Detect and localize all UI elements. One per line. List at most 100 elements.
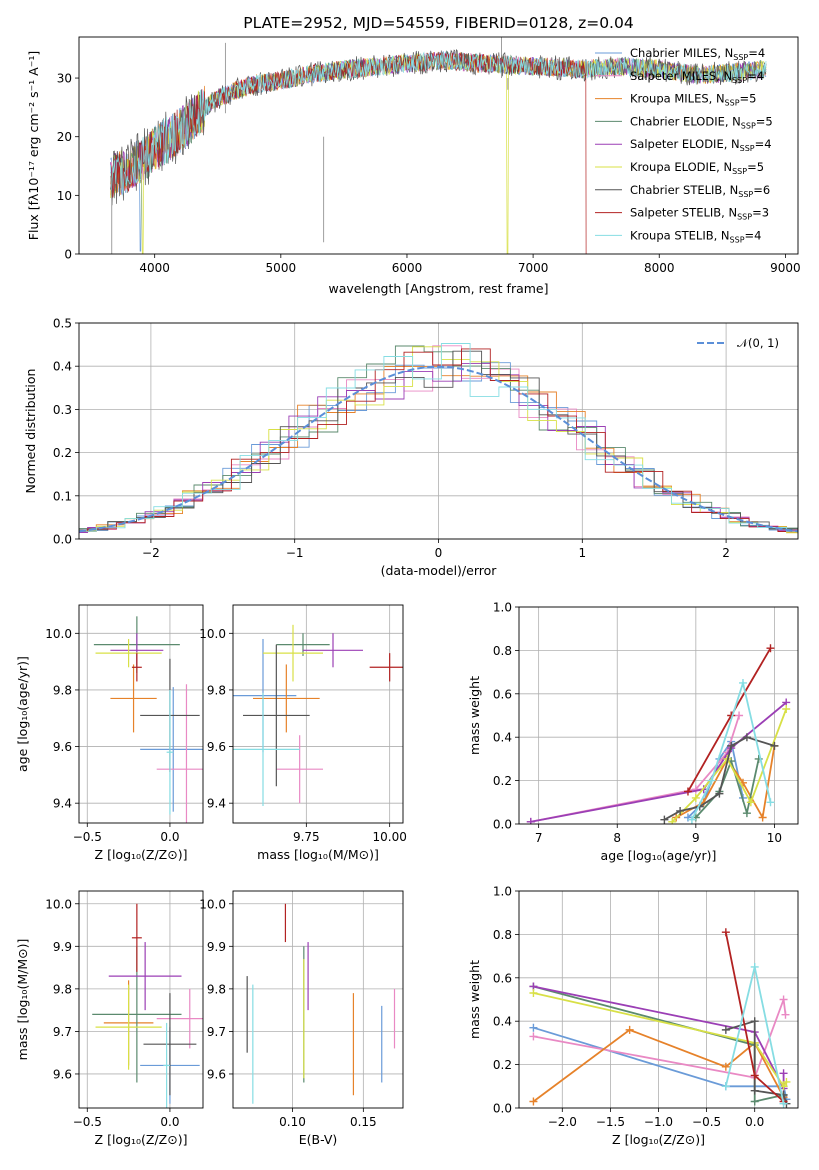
y-tick-label: 0.5 [53, 317, 72, 331]
y-tick-label: 1.0 [493, 885, 512, 899]
weight-point-marker [750, 962, 759, 971]
x-tick-label: −1.0 [644, 1115, 673, 1129]
x-axis-label: age [log₁₀(age/yr)] [601, 848, 717, 863]
x-tick-label: −1.5 [596, 1115, 625, 1129]
y-tick-label: 30 [57, 72, 72, 86]
weight-point-marker [721, 1025, 730, 1034]
y-tick-label: 0.8 [493, 928, 512, 942]
y-tick-label: 0.6 [493, 687, 512, 701]
axes-frame [518, 606, 799, 825]
weight-point-marker [781, 1010, 790, 1019]
panel-weight-vs-Z: −2.0 −1.5 −1.0 −0.5 0.0 0.0 0.2 0.4 0.6 0.8 1.0 Z [… [467, 885, 799, 1147]
weight-point-marker [750, 1097, 759, 1106]
weight-point-marker [721, 1062, 730, 1071]
y-axis-label: Flux [fλ10⁻¹⁷ erg cm⁻² s⁻¹ A⁻¹] [26, 51, 41, 240]
weight-point-marker [625, 1025, 634, 1034]
weight-point-marker [782, 1077, 791, 1086]
y-tick-label: 9.7 [207, 1025, 226, 1039]
histogram-series [79, 350, 798, 534]
x-tick-label: 0.0 [160, 830, 179, 844]
y-tick-label: 0.0 [493, 818, 512, 832]
x-tick-label: 0.0 [745, 1115, 764, 1129]
x-axis-label: (data-model)/error [381, 563, 498, 578]
weight-series-line [530, 701, 787, 823]
legend-label: Chabrier STELIB, NSSP=6 [630, 183, 770, 199]
weight-point-marker [683, 787, 692, 796]
weight-series-line [533, 985, 785, 1089]
x-tick-label: 0.0 [160, 1115, 179, 1129]
x-axis-label: Z [log₁₀(Z/Z⊙)] [95, 847, 188, 862]
y-tick-label: 0.0 [493, 1102, 512, 1116]
x-tick-label: 8000 [644, 261, 675, 275]
x-tick-label: 7000 [518, 261, 549, 275]
y-axis-label: Normed distribution [23, 369, 38, 494]
weight-point-marker [779, 1082, 788, 1091]
y-axis-label: mass weight [467, 676, 482, 755]
weight-series-line [691, 679, 772, 821]
x-axis-label: Z [log₁₀(Z/Z⊙)] [95, 1132, 188, 1147]
histogram-series [79, 345, 798, 533]
weight-point-marker [691, 793, 700, 802]
plot-area [246, 903, 396, 1104]
y-tick-label: 10 [57, 189, 72, 203]
x-tick-label: −0.5 [73, 830, 102, 844]
y-tick-label: 9.8 [207, 683, 226, 697]
x-tick-label: 6000 [392, 261, 423, 275]
weight-point-marker [529, 1097, 538, 1106]
y-tick-label: 9.6 [207, 740, 226, 754]
axes-frame [78, 604, 204, 824]
plot-area [110, 37, 767, 254]
legend-label: Kroupa ELODIE, NSSP=5 [630, 160, 764, 176]
x-tick-label: 5000 [266, 261, 297, 275]
plot-area [233, 624, 403, 807]
weight-point-marker [779, 1069, 788, 1078]
y-tick-label: 0.2 [493, 774, 512, 788]
x-tick-label: 10.00 [372, 830, 406, 844]
panel-weight-vs-age: 7 8 9 10 0.0 0.2 0.4 0.6 0.8 1.0 age [log₁₀(age/yr… [467, 601, 799, 863]
panel-spectrum: 4000 5000 6000 7000 8000 9000 0 10 20 30 PLATE=295… [26, 14, 801, 296]
panel-mass-vs-Z: −0.5 0.0 9.6 9.7 9.8 9.9 10.0 Z [log₁₀(Z/Z⊙)] ma… [15, 890, 204, 1147]
y-tick-label: 0 [64, 248, 72, 262]
y-tick-label: 9.8 [53, 683, 72, 697]
y-tick-label: 9.7 [53, 1025, 72, 1039]
y-tick-label: 9.4 [53, 797, 72, 811]
y-tick-label: 10.0 [199, 627, 226, 641]
x-tick-label: −2 [142, 546, 160, 560]
legend: 𝒩(0, 1) [697, 336, 779, 350]
y-tick-label: 9.8 [53, 982, 72, 996]
y-tick-label: 10.0 [45, 897, 72, 911]
panel-age-vs-Z: −0.5 0.0 9.4 9.6 9.8 10.0 Z [log₁₀(Z/Z⊙)] age [… [15, 604, 204, 862]
axes-frame [232, 604, 404, 824]
y-tick-label: 0.8 [493, 644, 512, 658]
panel-age-vs-mass: 9.75 10.00 9.4 9.6 9.8 10.0 mass [log₁₀(M/M⊙)] [199, 604, 407, 862]
weight-point-marker [707, 776, 716, 785]
legend-label: Chabrier MILES, NSSP=4 [630, 46, 765, 62]
y-tick-label: 1.0 [493, 601, 512, 615]
x-tick-label: 0 [435, 546, 443, 560]
x-tick-label: −0.5 [73, 1115, 102, 1129]
weight-series-line [533, 992, 788, 1088]
weight-point-marker [727, 741, 736, 750]
axes-frame [518, 890, 799, 1109]
axes-frame [78, 36, 799, 255]
plot-area [526, 644, 791, 824]
weight-point-marker [529, 1023, 538, 1032]
weight-point-marker [721, 1082, 730, 1091]
x-axis-label: mass [log₁₀(M/M⊙)] [257, 847, 379, 862]
weight-point-marker [750, 1017, 759, 1026]
legend-label: Salpeter MILES, NSSP=4 [630, 69, 764, 85]
y-tick-label: 10.0 [45, 627, 72, 641]
normal-reference-curve [79, 365, 798, 533]
x-tick-label: 2 [722, 546, 730, 560]
plot-area [92, 903, 203, 1108]
weight-point-marker [715, 789, 724, 798]
y-tick-label: 9.6 [53, 1067, 72, 1081]
y-tick-label: 9.9 [53, 940, 72, 954]
weight-point-marker [766, 644, 775, 653]
x-tick-label: 9000 [770, 261, 801, 275]
histogram-series [79, 345, 798, 535]
weight-point-marker [750, 1086, 759, 1095]
x-tick-label: −2.0 [548, 1115, 577, 1129]
y-tick-label: 0.3 [53, 403, 72, 417]
